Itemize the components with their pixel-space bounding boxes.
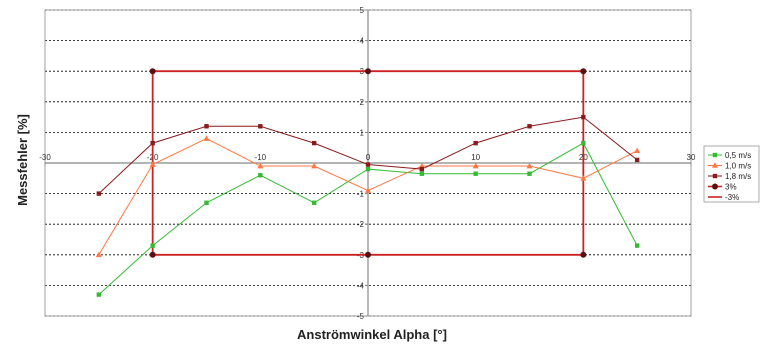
data-point-0 (96, 292, 102, 297)
y-tick-label: 2 (360, 98, 365, 107)
data-point-1 (526, 162, 533, 169)
legend-swatch-marker (712, 183, 718, 190)
y-tick-label: -2 (357, 220, 365, 229)
x-tick-label: 0 (366, 153, 371, 162)
data-point-0 (311, 200, 317, 205)
data-point-2 (634, 157, 640, 163)
data-point-4 (365, 251, 371, 258)
data-point-2 (258, 124, 263, 129)
data-point-2 (96, 191, 102, 196)
legend-swatch-marker (712, 173, 718, 179)
data-point-1 (257, 162, 264, 169)
legend-swatch-marker (712, 152, 718, 158)
legend-label: 1,8 m/s (725, 172, 751, 181)
x-tick-label: 30 (687, 153, 696, 162)
legend-label: -3% (725, 193, 739, 202)
data-point-3 (580, 68, 587, 75)
legend-swatch-marker (712, 162, 718, 168)
data-point-0 (581, 140, 586, 146)
y-tick-label: -4 (357, 281, 365, 290)
legend-label: 3% (725, 183, 737, 192)
data-point-2 (150, 140, 155, 146)
series-markers (95, 68, 641, 297)
x-tick-label: -30 (39, 153, 51, 162)
legend-label: 1,0 m/s (725, 162, 751, 171)
data-point-3 (149, 68, 156, 75)
data-point-1 (472, 162, 479, 169)
data-point-0 (365, 166, 371, 172)
data-point-1 (634, 147, 641, 154)
x-tick-label: 10 (471, 153, 480, 162)
data-point-0 (527, 171, 532, 176)
data-point-1 (365, 187, 371, 193)
legend: 0,5 m/s 1,0 m/s1,8 m/s 3%-3% (703, 145, 760, 203)
data-point-0 (258, 173, 263, 178)
data-point-4 (149, 251, 156, 258)
y-tick-label: -1 (357, 190, 365, 199)
data-point-2 (527, 124, 532, 129)
data-point-0 (473, 171, 478, 176)
data-point-1 (203, 135, 210, 141)
data-point-0 (419, 171, 425, 176)
x-axis-title: Anströmwinkel Alpha [°] (297, 327, 447, 342)
x-tick-label: -10 (255, 153, 267, 162)
y-tick-label: 1 (360, 128, 365, 137)
data-point-2 (473, 140, 478, 146)
y-tick-label: 5 (360, 6, 365, 15)
legend-label: 0,5 m/s (725, 151, 751, 160)
data-point-1 (580, 175, 587, 181)
data-point-0 (150, 243, 155, 248)
data-point-4 (580, 251, 587, 258)
data-point-2 (419, 166, 425, 172)
data-point-3 (365, 68, 371, 75)
y-tick-label: -5 (357, 312, 365, 321)
data-point-0 (634, 243, 640, 248)
data-point-2 (311, 140, 317, 146)
y-tick-label: 4 (360, 37, 365, 46)
data-point-1 (95, 251, 102, 258)
data-point-1 (149, 161, 156, 167)
data-point-1 (311, 162, 318, 169)
data-point-0 (204, 200, 209, 205)
y-axis-title: Messfehler [%] (15, 114, 30, 206)
data-point-2 (365, 162, 371, 167)
data-point-2 (581, 114, 586, 120)
data-point-2 (204, 124, 209, 129)
